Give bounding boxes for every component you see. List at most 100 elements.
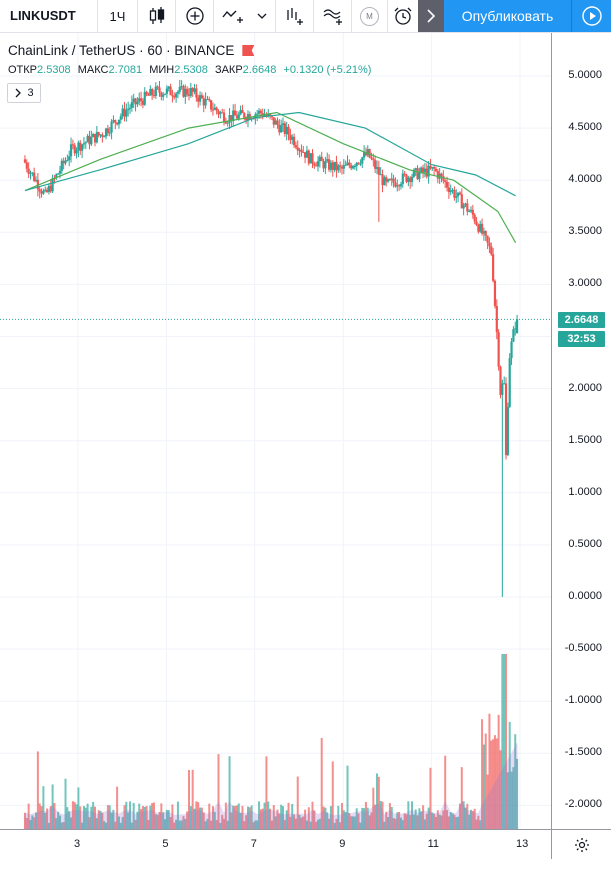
play-button[interactable] (572, 0, 611, 32)
candle-body (40, 191, 43, 194)
volume-bar (254, 820, 257, 829)
chart-type-button[interactable] (276, 0, 314, 32)
volume-bar (458, 803, 461, 829)
indicators-collapse-button[interactable]: 3 (7, 83, 41, 103)
volume-bar (165, 809, 168, 829)
volume-bar (403, 813, 406, 829)
volume-bar (412, 814, 415, 829)
candle-body (141, 100, 145, 105)
volume-bar (60, 822, 63, 829)
candle-body (278, 124, 281, 133)
candle-body (49, 185, 52, 192)
publish-button[interactable]: Опубликовать (444, 0, 572, 32)
volume-bar (261, 808, 264, 829)
volume-bar (342, 810, 345, 829)
more-toolbar-button[interactable] (418, 0, 444, 32)
settings-button[interactable] (551, 829, 611, 859)
volume-bar (86, 803, 89, 829)
volume-bar (315, 821, 318, 829)
open-label: ОТКР (8, 64, 38, 76)
volume-bar (444, 755, 447, 829)
candle-body (425, 168, 428, 177)
candle-body (158, 87, 161, 93)
candle-body (418, 172, 421, 180)
candle-body (101, 134, 104, 137)
candle-body (174, 93, 178, 98)
candle-body (444, 180, 447, 182)
volume-bar (248, 807, 251, 829)
volume-bar (226, 820, 229, 829)
volume-bar (147, 820, 150, 829)
volume-bar (488, 713, 491, 829)
volume-bar (73, 802, 76, 829)
volume-bar (416, 815, 419, 829)
bars-plus-icon (286, 8, 303, 25)
candle-body (160, 92, 163, 97)
candle-body (449, 190, 452, 193)
volume-bar (427, 807, 430, 829)
volume-bar (162, 812, 165, 829)
candle-body (296, 147, 299, 151)
volume-bar (221, 814, 224, 829)
candle-body (390, 178, 393, 180)
candle-body (302, 152, 305, 154)
candle-body (300, 149, 303, 153)
indicators-templates-button[interactable] (314, 0, 352, 32)
volume-bar (99, 810, 102, 829)
volume-bar (108, 805, 111, 829)
candle-body (128, 107, 132, 109)
volume-bar (331, 761, 334, 829)
price-tick-label: 1.5000 (568, 433, 602, 446)
candle-body (156, 86, 159, 88)
volume-bar (180, 820, 183, 829)
volume-bar (381, 801, 384, 829)
candle-body (388, 179, 392, 181)
volume-bar (252, 822, 255, 829)
volume-bar (451, 813, 454, 829)
candle-body (233, 110, 237, 116)
volume-bar (366, 807, 369, 829)
volume-bar (29, 819, 32, 829)
volume-bar (114, 821, 117, 829)
volume-bar (462, 801, 465, 829)
alert-button[interactable] (388, 0, 418, 32)
candle-body (23, 159, 27, 163)
last-price-tag: 2.6648 (558, 312, 605, 328)
symbol-search-button[interactable]: LINKUSDT (0, 0, 98, 32)
candle-body (230, 115, 233, 122)
price-scale[interactable]: 5.00004.50004.00003.50003.00002.50002.00… (551, 33, 611, 829)
candle-body (42, 190, 45, 194)
volume-bar (333, 822, 336, 829)
m-button[interactable]: M (352, 0, 388, 32)
candle-body (198, 95, 202, 102)
volume-bar (344, 812, 347, 829)
volume-bar (285, 810, 288, 829)
compare-button[interactable] (214, 0, 276, 32)
time-scale[interactable]: 3 5 7 9 11 13 (0, 829, 551, 859)
chart-pane[interactable] (0, 33, 551, 829)
indicators-button[interactable] (176, 0, 214, 32)
chart-svg[interactable] (0, 33, 551, 829)
interval-button[interactable]: 1Ч (98, 0, 138, 32)
candle-body (464, 203, 467, 205)
flag-icon[interactable] (242, 45, 255, 56)
candle-body (289, 134, 292, 140)
candle-body (213, 107, 216, 110)
time-tick-label: 3 (74, 838, 81, 850)
candle-body (51, 177, 54, 192)
volume-bar (223, 818, 226, 829)
volume-bar (287, 802, 290, 829)
candle-body (263, 115, 266, 117)
volume-bar (38, 803, 41, 829)
volume-bar (267, 801, 270, 829)
candle-body (88, 135, 91, 145)
candle-body (285, 126, 288, 134)
volume-bar (318, 818, 321, 829)
candle-body (499, 366, 502, 395)
volume-bar (307, 807, 310, 829)
candles-style-button[interactable] (138, 0, 176, 32)
volume-bar (93, 806, 96, 829)
volume-bar (241, 805, 244, 829)
candle-body (268, 114, 272, 117)
volume-bar (353, 816, 356, 829)
